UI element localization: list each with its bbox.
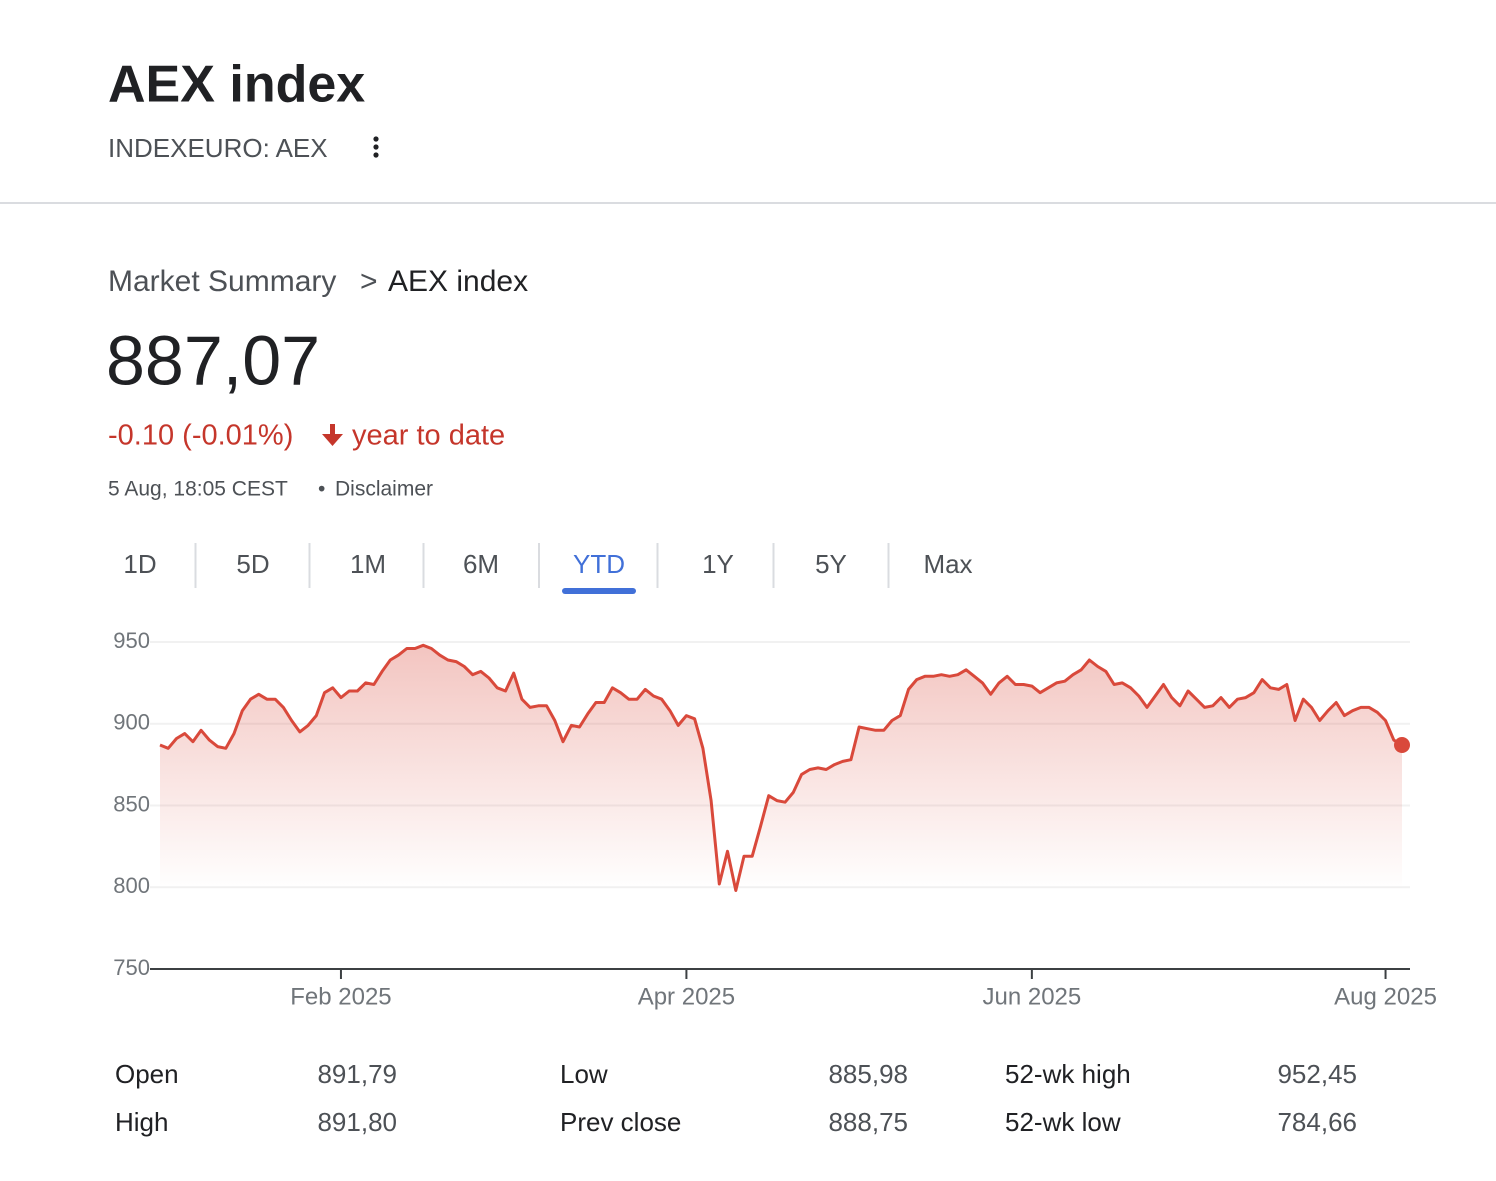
stat-label: 52-wk high — [1005, 1059, 1131, 1089]
range-tab[interactable]: YTD — [573, 549, 625, 579]
timestamp: 5 Aug, 18:05 CEST — [108, 478, 288, 501]
breadcrumb-separator: > — [360, 265, 378, 298]
stat-label: 52-wk low — [1005, 1107, 1121, 1137]
x-tick-label: Apr 2025 — [638, 983, 735, 1010]
stat-value: 891,80 — [317, 1107, 397, 1137]
down-arrow — [322, 424, 343, 446]
x-tick-label: Feb 2025 — [290, 983, 391, 1010]
range-tab[interactable]: 1M — [350, 549, 386, 579]
range-tab[interactable]: 6M — [463, 549, 499, 579]
stat-value: 888,75 — [828, 1107, 908, 1137]
stat-value: 952,45 — [1277, 1059, 1357, 1089]
y-tick-label: 800 — [113, 873, 150, 898]
dot: • — [318, 478, 325, 501]
stats-table: Open 891,79 Low 885,98 52-wk high 952,45 High 8… — [115, 1059, 1357, 1137]
stat-label: High — [115, 1107, 168, 1137]
stat-value: 891,79 — [317, 1059, 397, 1089]
period: year to date — [352, 420, 505, 452]
price: 887,07 — [106, 321, 320, 399]
x-tick-label: Jun 2025 — [982, 983, 1081, 1010]
stat-label: Low — [560, 1059, 608, 1089]
last-point — [1394, 737, 1410, 754]
y-tick-label: 750 — [113, 955, 150, 980]
disclaimer[interactable]: Disclaimer — [335, 478, 433, 501]
range-tab[interactable]: 5D — [236, 549, 269, 579]
stat-label: Open — [115, 1059, 179, 1089]
x-tick-label: Aug 2025 — [1334, 983, 1437, 1010]
title: AEX index — [108, 56, 365, 114]
line — [159, 643, 1403, 892]
range-tab[interactable]: 1Y — [702, 549, 734, 579]
stat-value: 885,98 — [828, 1059, 908, 1089]
change: -0.10 (-0.01%) — [108, 420, 293, 452]
area — [160, 645, 1402, 891]
y-tick-label: 950 — [113, 628, 150, 653]
stat-label: Prev close — [560, 1107, 681, 1137]
range-tab[interactable]: 5Y — [815, 549, 847, 579]
active-underline — [562, 588, 636, 594]
breadcrumb-current: AEX index — [388, 265, 528, 298]
breadcrumb-parent[interactable]: Market Summary — [108, 265, 336, 298]
range-tab[interactable]: Max — [923, 549, 972, 579]
range-tabs: 1D 5D 1M 6M YTD 1Y 5Y Max — [123, 543, 973, 594]
stat-value: 784,66 — [1277, 1107, 1357, 1137]
range-tab[interactable]: 1D — [123, 549, 156, 579]
chart: 750 800 850 900 950 Feb 2025 Apr 2025 Jun 2025 A… — [113, 628, 1437, 1011]
y-tick-label: 850 — [113, 791, 150, 816]
ticker: INDEXEURO: AEX — [108, 133, 328, 163]
more-menu[interactable] — [373, 136, 379, 158]
y-tick-label: 900 — [113, 710, 150, 735]
